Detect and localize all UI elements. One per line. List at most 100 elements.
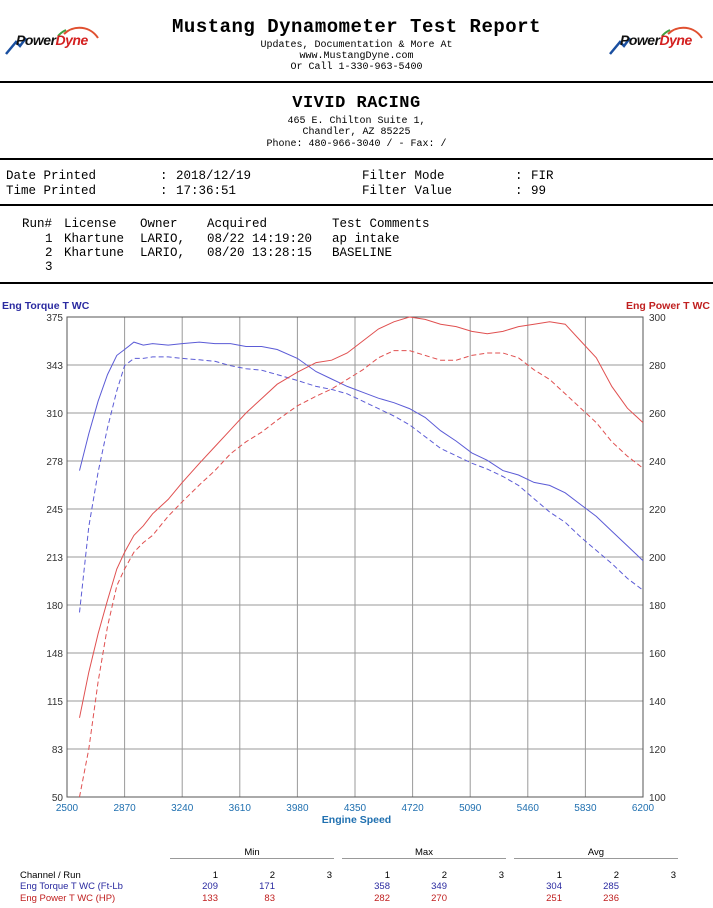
report-title: Mustang Dynamometer Test Report — [172, 16, 541, 38]
x-tick-label: 4720 — [401, 803, 424, 814]
run-owner: LARIO, — [140, 232, 186, 246]
colon: : — [515, 169, 523, 183]
stats-group-rule — [514, 858, 678, 859]
stats-row-label: Eng Power T WC (HP) — [20, 893, 116, 904]
runs-header-license: License — [64, 217, 117, 231]
dyno-chart: 2500 2870 3240 3610 3980 4350 4720 5090 5460 5830… — [46, 313, 666, 814]
power-run-2-line — [79, 350, 644, 798]
stats-run-header: 2 — [269, 870, 275, 881]
stats-run-header: 2 — [613, 870, 619, 881]
logo-text-dyne: Dyne — [55, 32, 89, 48]
shop-address-1: 465 E. Chilton Suite 1, — [287, 116, 426, 127]
y-right-tick-label: 260 — [649, 409, 666, 420]
stats-value: 251 — [546, 893, 562, 904]
runs-header-run: Run# — [22, 217, 53, 231]
time-printed-value: 17:36:51 — [176, 184, 237, 198]
stats-run-header: 1 — [212, 870, 218, 881]
y-right-tick-label: 300 — [649, 313, 666, 324]
y-left-tick-label: 115 — [47, 697, 63, 708]
header-line-1: Updates, Documentation & More At — [260, 40, 453, 51]
filter-value-label: Filter Value — [362, 184, 453, 198]
header-line-2: www.MustangDyne.com — [299, 51, 414, 62]
colon: : — [515, 184, 523, 198]
stats-value: 304 — [546, 881, 562, 892]
stats-value: 285 — [603, 881, 619, 892]
colon: : — [160, 169, 168, 183]
y-right-tick-label: 220 — [649, 505, 666, 516]
stats-run-header: 1 — [384, 870, 390, 881]
y-right-tick-label: 180 — [649, 601, 666, 612]
y-right-tick-label: 200 — [649, 553, 666, 564]
y-right-tick-label: 280 — [649, 361, 666, 372]
logo-text-dyne: Dyne — [659, 32, 693, 48]
runs-header-acquired: Acquired — [207, 217, 268, 231]
runs-header-owner: Owner — [140, 217, 178, 231]
stats-channel-header: Channel / Run — [20, 870, 81, 881]
stats-run-header: 3 — [670, 870, 676, 881]
right-axis-title: Eng Power T WC — [626, 300, 710, 312]
stats-value: 209 — [202, 881, 218, 892]
stats-run-header: 3 — [498, 870, 504, 881]
y-left-tick-label: 375 — [46, 313, 63, 324]
stats-group-rule — [170, 858, 334, 859]
y-right-tick-label: 160 — [649, 649, 666, 660]
shop-address-2: Chandler, AZ 85225 — [302, 127, 411, 138]
y-left-tick-label: 180 — [46, 601, 63, 612]
stats-value: 83 — [264, 893, 275, 904]
powerdyne-logo-left: PowerDyne — [4, 24, 100, 58]
date-printed-label: Date Printed — [6, 169, 97, 183]
run-comment: ap intake — [332, 232, 400, 246]
x-axis-title: Engine Speed — [321, 814, 392, 826]
x-tick-label: 6200 — [632, 803, 655, 814]
torque-run-2-line — [79, 356, 644, 613]
stats-value: 282 — [374, 893, 390, 904]
y-left-tick-label: 343 — [46, 361, 63, 372]
divider — [0, 158, 713, 160]
run-comment: BASELINE — [332, 246, 393, 260]
y-left-tick-label: 245 — [46, 505, 63, 516]
x-tick-label: 5460 — [517, 803, 540, 814]
run-acquired: 08/22 14:19:20 — [207, 232, 313, 246]
stats-value: 358 — [374, 881, 390, 892]
stats-value: 171 — [259, 881, 275, 892]
shop-phone: Phone: 480-966-3040 / - Fax: / — [266, 139, 447, 150]
y-left-tick-label: 213 — [46, 553, 63, 564]
logo-text-power: Power — [620, 32, 660, 48]
x-tick-label: 3980 — [286, 803, 309, 814]
shop-name: VIVID RACING — [292, 94, 421, 113]
y-left-tick-label: 83 — [52, 745, 64, 756]
x-tick-label: 3610 — [229, 803, 252, 814]
run-license: Khartune — [64, 246, 125, 260]
run-number: 1 — [45, 232, 53, 246]
x-tick-label: 5090 — [459, 803, 482, 814]
date-printed-value: 2018/12/19 — [176, 169, 252, 183]
colon: : — [160, 184, 168, 198]
divider — [0, 204, 713, 206]
x-tick-label: 2870 — [113, 803, 136, 814]
stats-run-header: 1 — [556, 870, 562, 881]
powerdyne-logo-right: PowerDyne — [608, 24, 704, 58]
y-left-tick-label: 310 — [46, 409, 63, 420]
x-tick-label: 5830 — [574, 803, 597, 814]
stats-value: 349 — [431, 881, 447, 892]
logo-swoosh-icon — [5, 26, 99, 55]
y-right-tick-label: 240 — [649, 457, 666, 468]
stats-value: 236 — [603, 893, 619, 904]
left-axis-title: Eng Torque T WC — [2, 300, 90, 312]
header-line-3: Or Call 1-330-963-5400 — [290, 62, 423, 73]
time-printed-label: Time Printed — [6, 184, 97, 198]
y-right-tick-label: 140 — [649, 697, 666, 708]
stats-group-avg: Avg — [587, 847, 605, 858]
stats-value: 133 — [202, 893, 218, 904]
stats-run-header: 2 — [441, 870, 447, 881]
x-tick-label: 4350 — [344, 803, 367, 814]
run-license: Khartune — [64, 232, 125, 246]
y-right-tick-label: 120 — [649, 745, 666, 756]
plot-frame — [66, 316, 644, 798]
y-left-tick-label: 148 — [46, 649, 63, 660]
divider — [0, 282, 713, 284]
filter-mode-value: FIR — [531, 169, 554, 183]
x-tick-label: 3240 — [171, 803, 194, 814]
runs-header-comments: Test Comments — [332, 217, 430, 231]
stats-value: 270 — [431, 893, 447, 904]
